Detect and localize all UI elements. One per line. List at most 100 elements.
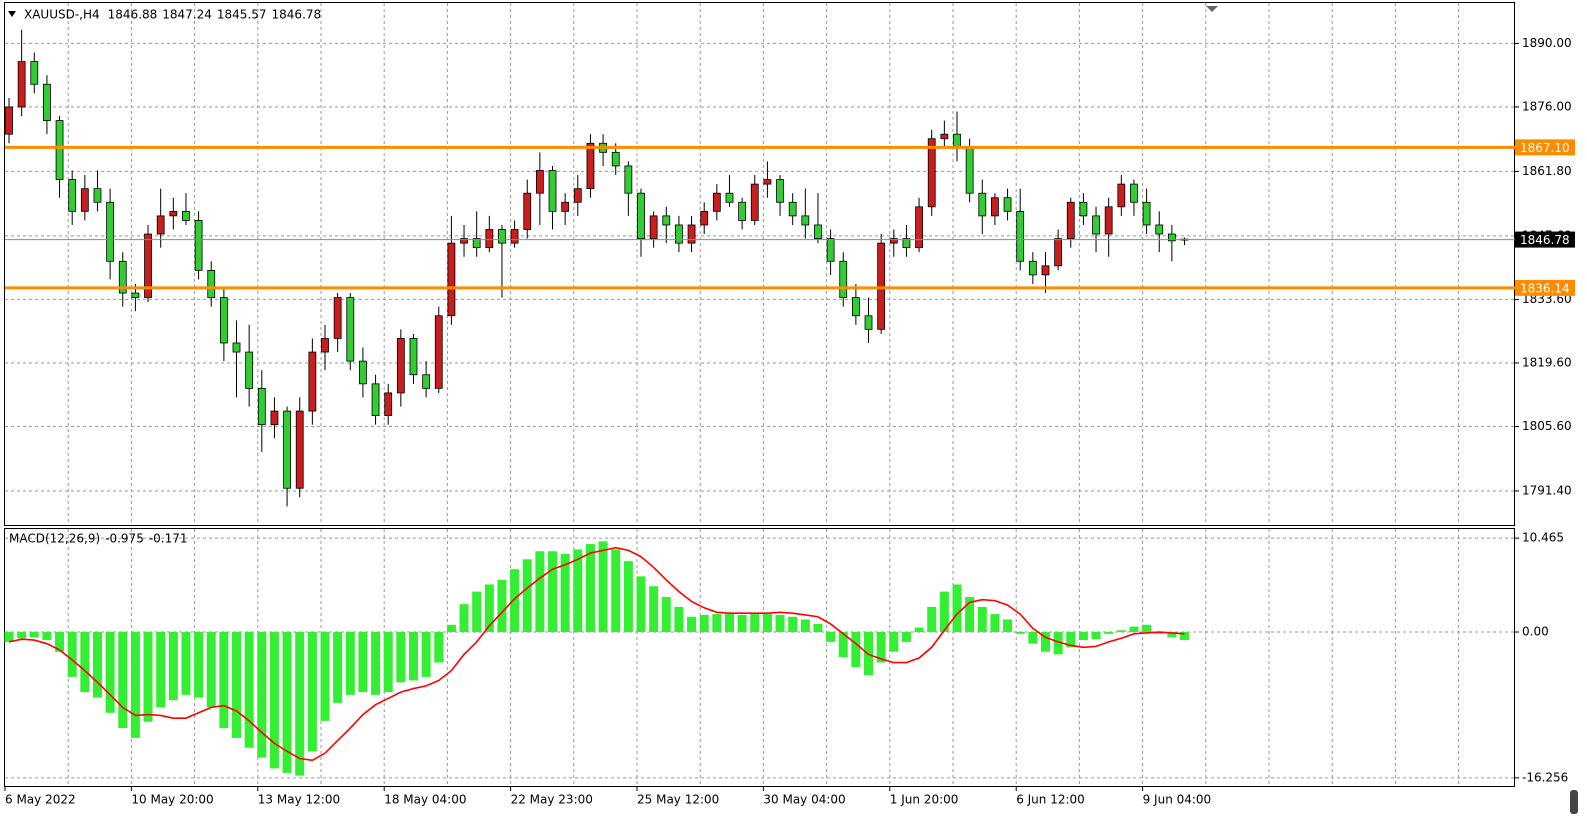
macd-bar xyxy=(889,632,899,652)
candle-body xyxy=(776,179,784,203)
candle-body xyxy=(561,201,570,212)
macd-bar xyxy=(282,632,292,773)
macd-bar xyxy=(1078,632,1088,641)
macd-bar xyxy=(383,632,393,693)
macd-bar xyxy=(371,632,381,695)
candle-body xyxy=(1054,238,1063,267)
candle-body xyxy=(283,410,291,489)
candle-body xyxy=(940,133,949,140)
candle-body xyxy=(1028,260,1037,276)
candle-body xyxy=(1104,206,1113,235)
macd-bar xyxy=(1091,632,1101,640)
candle-body xyxy=(68,179,77,212)
candle-body xyxy=(1016,210,1025,262)
candle-body xyxy=(80,188,89,212)
macd-bar xyxy=(497,579,507,633)
candle-body xyxy=(826,238,835,262)
candle-body xyxy=(851,297,860,317)
macd-bar xyxy=(1104,632,1114,634)
candle-body xyxy=(535,170,544,194)
macd-bar xyxy=(724,614,734,633)
level-label: 1836.14 xyxy=(1520,281,1570,295)
candle-body xyxy=(1167,233,1176,242)
candle-body xyxy=(169,210,178,217)
x-tick-label: 30 May 04:00 xyxy=(763,793,845,807)
candle-body xyxy=(55,120,64,180)
y-tick-label: 1805.60 xyxy=(1522,419,1572,433)
candle-body xyxy=(662,215,671,226)
macd-bar xyxy=(29,632,39,638)
macd-bar xyxy=(611,549,621,633)
candle-body xyxy=(814,224,822,239)
candle-body xyxy=(915,206,923,249)
macd-bar xyxy=(472,591,482,633)
macd-bar xyxy=(345,632,355,695)
candle-body xyxy=(801,215,810,226)
candle-body xyxy=(510,229,519,244)
macd-bar xyxy=(1028,632,1038,644)
candle-body xyxy=(422,374,431,389)
macd-bar xyxy=(55,632,65,652)
candle-body xyxy=(624,165,633,194)
candle-body xyxy=(1117,183,1126,208)
menu-arrow[interactable] xyxy=(8,11,16,17)
y-tick-label: 0.00 xyxy=(1522,625,1549,639)
x-tick-label: 18 May 04:00 xyxy=(384,793,466,807)
macd-bar xyxy=(484,584,494,633)
shift-marker[interactable] xyxy=(1206,6,1218,12)
indicator-name: MACD(12,26,9) xyxy=(9,532,100,546)
candle-body xyxy=(93,188,102,203)
candle-body xyxy=(333,297,342,339)
macd-bar xyxy=(990,614,1000,633)
macd-bar xyxy=(813,623,823,633)
macd-bar xyxy=(257,632,267,758)
candle-body xyxy=(978,192,987,217)
candle-body xyxy=(219,297,228,344)
candle-body xyxy=(675,224,683,244)
macd-bar xyxy=(244,632,254,748)
y-tick-label: 1890.00 xyxy=(1522,36,1572,50)
candle-body xyxy=(548,170,557,212)
candle-body xyxy=(5,106,13,135)
candle-body xyxy=(144,233,152,298)
candle-body xyxy=(232,342,241,353)
candle-body xyxy=(649,215,658,239)
candle-body xyxy=(738,201,747,221)
macd-bar xyxy=(750,614,760,633)
candle-body xyxy=(788,201,797,217)
macd-bar xyxy=(320,632,330,721)
macd-bar xyxy=(118,632,128,729)
macd-bar xyxy=(67,632,77,677)
macd-bar xyxy=(965,597,975,633)
macd-bar xyxy=(838,632,848,658)
scrollbar-thumb[interactable] xyxy=(1570,790,1578,814)
candle-body xyxy=(396,338,405,394)
macd-bar xyxy=(952,584,962,633)
candle-body xyxy=(889,238,898,244)
macd-bar xyxy=(510,569,520,633)
macd-bar xyxy=(901,632,911,642)
ohlc-readout: 1845.57 xyxy=(217,8,267,22)
macd-bar xyxy=(434,632,444,663)
macd-bar xyxy=(396,632,406,683)
candle-body xyxy=(1092,215,1100,235)
macd-bar xyxy=(194,632,204,698)
macd-bar xyxy=(156,632,166,708)
candle-body xyxy=(1041,265,1050,276)
x-tick-label: 6 May 2022 xyxy=(5,793,76,807)
y-tick-label: -16.256 xyxy=(1522,770,1568,784)
macd-bar xyxy=(105,632,115,713)
macd-bar xyxy=(826,632,836,642)
candle-body xyxy=(447,242,456,317)
macd-bar xyxy=(181,632,191,695)
macd-bar xyxy=(1116,630,1126,633)
candle-body xyxy=(321,338,329,353)
candle-body xyxy=(573,188,582,203)
candle-body xyxy=(295,410,304,489)
macd-bar xyxy=(1167,632,1177,638)
candle-body xyxy=(194,220,203,271)
macd-bar xyxy=(1129,626,1139,633)
candle-body xyxy=(1130,183,1138,203)
macd-bar xyxy=(206,632,216,708)
x-tick-label: 1 Jun 20:00 xyxy=(890,793,959,807)
